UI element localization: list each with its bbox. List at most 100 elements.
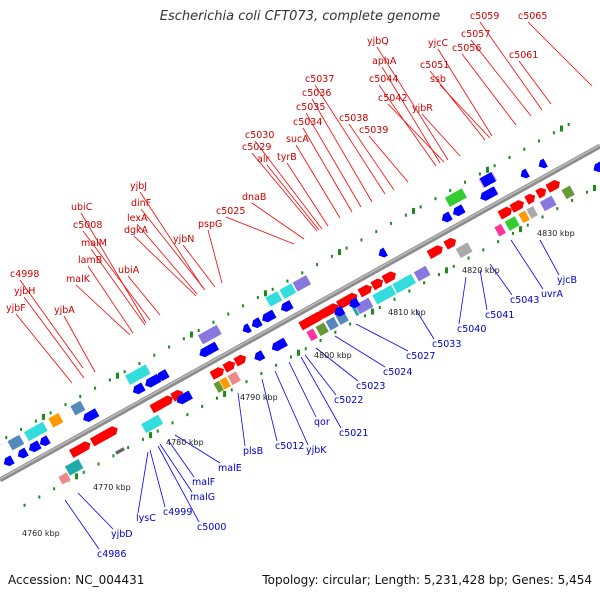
- gene-label[interactable]: aphA: [372, 56, 397, 67]
- forward-gene-arrow: [357, 284, 372, 298]
- leader-line: [302, 127, 353, 213]
- forward-gene-arrow-shape: [545, 180, 560, 193]
- gene-label[interactable]: c5061: [509, 50, 538, 61]
- gene-label[interactable]: c5012: [275, 441, 304, 452]
- gene-label[interactable]: yjcC: [428, 38, 448, 49]
- reverse-gene-arrow-shape: [145, 373, 162, 388]
- gene-label[interactable]: malE: [218, 463, 242, 474]
- gene-label[interactable]: yjbR: [412, 103, 433, 114]
- gene-label[interactable]: c5042: [378, 93, 407, 104]
- leader-line: [304, 354, 337, 396]
- gene-label[interactable]: dgkA: [124, 225, 149, 236]
- gene-label[interactable]: lexA: [127, 213, 148, 224]
- gene-label[interactable]: c5008: [73, 220, 102, 231]
- gene-label[interactable]: lamB: [78, 255, 102, 266]
- gene-label[interactable]: pspG: [198, 219, 222, 230]
- gene-label[interactable]: yjcB: [557, 275, 577, 286]
- gene-label[interactable]: sucA: [286, 134, 309, 145]
- gene-label[interactable]: c5043: [510, 295, 539, 306]
- reverse-gene-arrow: [251, 317, 263, 329]
- gene-label[interactable]: c5033: [432, 339, 461, 350]
- gene-label[interactable]: tyrB: [277, 152, 297, 163]
- gene-label[interactable]: c5022: [334, 395, 363, 406]
- tick-dot: [464, 180, 467, 184]
- gene-label[interactable]: yjbK: [306, 445, 327, 456]
- map-title-text: Escherichia coli CFT073, complete genome: [159, 9, 441, 24]
- scale-tick: [519, 226, 523, 233]
- gene-label[interactable]: alr: [257, 154, 269, 165]
- gene-label[interactable]: yjbH: [14, 286, 35, 297]
- gene-label[interactable]: c5036: [302, 88, 331, 99]
- scale-tick: [297, 349, 301, 356]
- gene-label[interactable]: yjbJ: [130, 181, 147, 192]
- gene-label[interactable]: c5037: [305, 74, 334, 85]
- gene-label[interactable]: c5021: [339, 428, 368, 439]
- gene-label[interactable]: c5030: [245, 130, 274, 141]
- forward-gene-arrow-shape: [156, 395, 173, 410]
- reverse-cog-box: [291, 274, 312, 293]
- gene-label[interactable]: c5040: [457, 324, 486, 335]
- gene-label[interactable]: qor: [314, 417, 330, 428]
- gene-label[interactable]: c5041: [485, 310, 514, 321]
- leader-line: [251, 152, 318, 232]
- gene-label[interactable]: c5065: [518, 11, 547, 22]
- gene-label[interactable]: c4986: [97, 549, 126, 560]
- gene-label[interactable]: c5000: [197, 522, 226, 533]
- gene-label[interactable]: malM: [81, 238, 107, 249]
- gene-label[interactable]: c5029: [242, 142, 271, 153]
- tick-dot: [467, 256, 470, 260]
- reverse-cog-box-rect: [197, 324, 223, 346]
- gene-label[interactable]: c5035: [296, 102, 325, 113]
- leader-line: [355, 323, 409, 352]
- tick-dot: [171, 421, 174, 425]
- tick-dot: [408, 289, 411, 293]
- gene-label[interactable]: malG: [190, 492, 215, 503]
- gene-label[interactable]: c5059: [470, 11, 499, 22]
- tick-dot: [112, 454, 115, 458]
- gene-label[interactable]: malK: [66, 274, 91, 285]
- gene-label[interactable]: c5024: [383, 367, 412, 378]
- gene-label[interactable]: ubiA: [118, 265, 140, 276]
- gene-label[interactable]: ubiC: [71, 202, 93, 213]
- tick-dot: [360, 238, 363, 242]
- gene-label[interactable]: yjbD: [111, 529, 133, 540]
- reverse-cog-box: [47, 412, 65, 429]
- forward-gene-arrow-shape: [370, 278, 384, 291]
- forward-cog-box-rect: [391, 273, 417, 295]
- scale-label: 4820 kbp: [462, 266, 500, 275]
- scale-label: 4810 kbp: [388, 308, 426, 317]
- gene-label[interactable]: c5044: [369, 74, 398, 85]
- tick-dot: [508, 155, 511, 159]
- gene-label[interactable]: yjbA: [54, 305, 75, 316]
- leader-line: [77, 492, 114, 530]
- gene-label[interactable]: plsB: [243, 446, 263, 457]
- reverse-gene-arrow-shape: [334, 305, 346, 317]
- gene-label[interactable]: c5023: [356, 381, 385, 392]
- tick-dot: [571, 198, 574, 202]
- gene-label[interactable]: uvrA: [541, 289, 564, 300]
- gene-label[interactable]: lysC: [136, 513, 156, 524]
- gene-label[interactable]: c5025: [216, 206, 245, 217]
- forward-cog-box: [324, 316, 340, 332]
- gene-label[interactable]: c4999: [163, 507, 192, 518]
- gene-label[interactable]: c5027: [406, 351, 435, 362]
- leader-line: [75, 284, 131, 336]
- forward-gene-arrow: [535, 187, 547, 199]
- forward-gene-arrow-shape: [443, 237, 457, 250]
- gene-label[interactable]: c5038: [339, 113, 368, 124]
- gene-label[interactable]: c5056: [452, 43, 481, 54]
- gene-label[interactable]: c5051: [420, 60, 449, 71]
- gene-label[interactable]: yjbQ: [367, 36, 389, 47]
- gene-label[interactable]: c4998: [10, 269, 39, 280]
- gene-label[interactable]: dnaB: [242, 192, 266, 203]
- gene-label[interactable]: c5034: [293, 117, 322, 128]
- gene-label[interactable]: c5057: [461, 29, 490, 40]
- gene-label[interactable]: c5039: [359, 125, 388, 136]
- gene-label[interactable]: ssb: [430, 74, 446, 85]
- gene-label[interactable]: dinF: [131, 198, 151, 209]
- gene-label[interactable]: yjbN: [173, 234, 194, 245]
- gene-label[interactable]: yjbF: [6, 303, 26, 314]
- tick-dot: [212, 320, 215, 324]
- tick-dot: [256, 296, 259, 300]
- gene-label[interactable]: malF: [192, 477, 215, 488]
